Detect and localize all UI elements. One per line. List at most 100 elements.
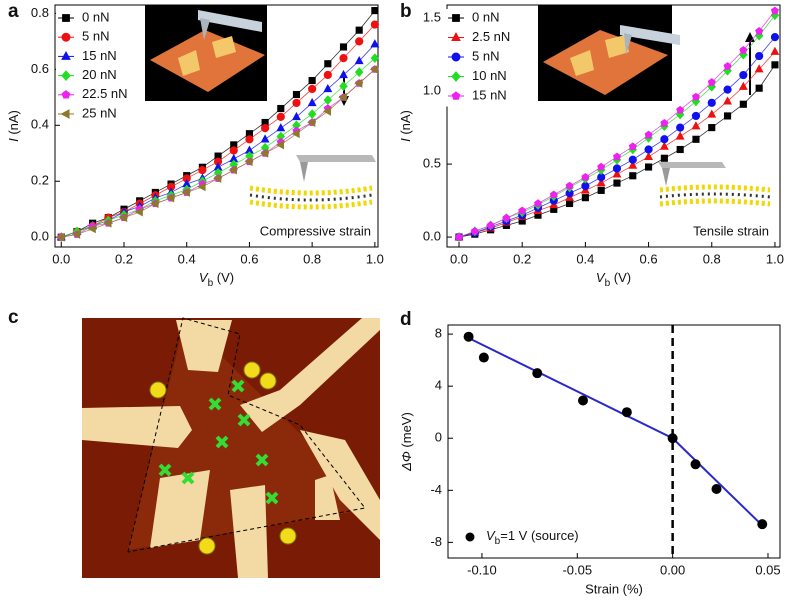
inset-cantilever [198, 10, 262, 32]
y-tick-label: 0 [435, 430, 442, 445]
marker [691, 121, 701, 130]
marker [723, 112, 732, 120]
marker [690, 459, 701, 470]
marker [628, 155, 637, 164]
legend-bg [56, 85, 136, 105]
atom-row [249, 185, 373, 196]
legend-bg [56, 105, 136, 125]
legend-bg [56, 9, 136, 29]
inset-flake [212, 36, 236, 58]
legend-label: 25 nN [82, 105, 117, 120]
y-axis-label: I (nA) [6, 110, 21, 142]
atom-row [659, 198, 771, 207]
marker [181, 188, 190, 197]
marker [454, 232, 464, 241]
marker [451, 32, 461, 41]
legend-label: 20 nN [82, 67, 117, 82]
plot-frame [54, 4, 379, 248]
legend-label: 5 nN [472, 48, 499, 63]
marker [308, 84, 317, 94]
marker [244, 157, 253, 167]
legend-label: 22.5 nN [82, 86, 128, 101]
legend-label: 0 nN [472, 9, 499, 24]
label-part: b [605, 278, 611, 289]
marker [770, 46, 780, 55]
marker [711, 484, 722, 495]
marker [660, 119, 669, 127]
label-part: (meV) [399, 412, 414, 451]
fit-line [468, 337, 763, 527]
x-tick-label: 1.0 [766, 251, 784, 266]
cross [255, 453, 269, 467]
marker [628, 142, 637, 150]
marker [532, 368, 543, 379]
marker [452, 14, 460, 22]
marker [770, 6, 779, 15]
electrode [82, 406, 192, 448]
marker [292, 90, 301, 99]
contact-dots [149, 361, 297, 555]
marker [612, 169, 622, 178]
plot-frame [447, 324, 781, 559]
arrowhead [745, 32, 755, 42]
marker [291, 129, 300, 139]
label-part: (V) [610, 270, 631, 285]
x-tick-label: 0.0 [450, 251, 468, 266]
marker [371, 7, 379, 15]
marker [307, 97, 317, 107]
afm-image [82, 317, 380, 578]
afm-inset [145, 5, 267, 101]
marker [451, 71, 461, 82]
marker [660, 154, 668, 162]
cross [158, 463, 172, 477]
marker [470, 227, 479, 235]
marker [451, 52, 461, 62]
marker [228, 165, 237, 175]
marker [660, 135, 669, 144]
marker [628, 160, 638, 169]
series-line [469, 337, 763, 524]
marker [62, 14, 70, 22]
legend-label: 15 nN [82, 48, 117, 63]
marker [621, 407, 632, 418]
cross [215, 435, 229, 449]
marker [613, 179, 621, 187]
y-tick-label: -8 [430, 534, 442, 549]
marker [596, 178, 606, 187]
panel-label: a [8, 1, 19, 22]
marker [370, 39, 380, 48]
x-tick-label: 0.4 [576, 251, 594, 266]
atom-row [659, 192, 771, 199]
marker [307, 118, 316, 127]
marker [757, 519, 768, 530]
cross-marks [158, 379, 279, 505]
x-tick-label: -0.05 [562, 562, 592, 577]
marker [338, 92, 347, 102]
x-tick-label: 0.2 [513, 251, 531, 266]
cantilever [658, 162, 726, 168]
x-tick-label: 0.0 [52, 251, 70, 266]
label-part: b [495, 536, 501, 547]
marker [692, 135, 700, 143]
y-tick-label: 0.2 [31, 173, 49, 188]
marker [597, 162, 606, 171]
marker [323, 70, 332, 80]
electrode [230, 485, 268, 578]
marker [87, 224, 96, 234]
legend-bg [446, 67, 526, 87]
panel-label: c [8, 307, 19, 328]
marker [103, 218, 112, 228]
y-tick-label: -4 [430, 482, 442, 497]
marker [771, 61, 779, 69]
marker [644, 151, 654, 160]
label-part: V [596, 270, 606, 285]
marker [667, 433, 678, 444]
cantilever-cartoon [658, 162, 771, 207]
cross [265, 491, 279, 505]
y-tick-label: 0.4 [31, 117, 49, 132]
x-tick-label: 1.0 [366, 251, 384, 266]
marker [463, 331, 474, 342]
label-part: V [199, 270, 209, 285]
marker [451, 91, 461, 100]
marker [478, 352, 489, 363]
